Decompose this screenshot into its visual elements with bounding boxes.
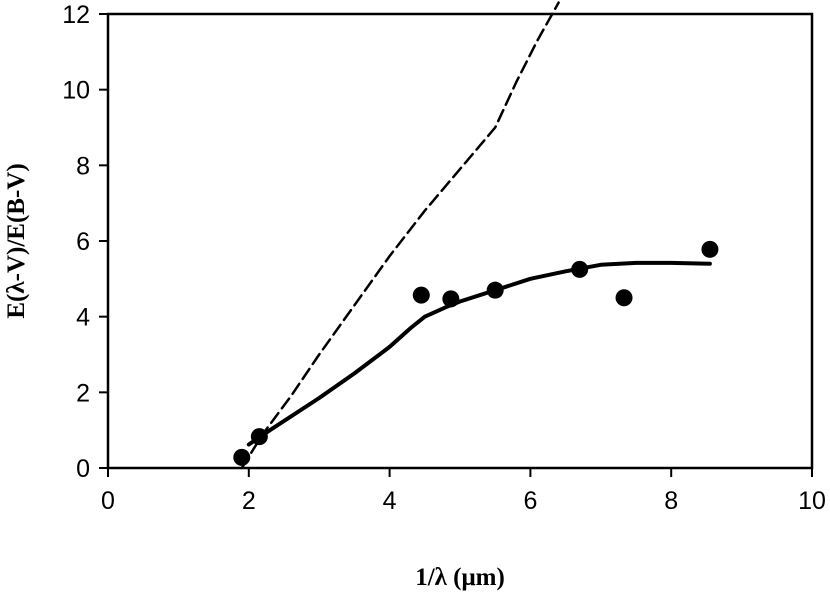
data-point (412, 286, 430, 304)
y-tick-label: 2 (76, 379, 90, 407)
y-tick-label: 12 (62, 1, 90, 29)
y-tick-label: 8 (76, 152, 90, 180)
x-tick-label: 4 (383, 487, 397, 515)
data-point (615, 289, 633, 307)
data-point (701, 240, 719, 258)
y-tick-label: 4 (76, 304, 90, 332)
dashed-curve (240, 1, 560, 470)
solid-curve (246, 260, 712, 447)
series-layer (233, 1, 719, 470)
y-axis-ticks: 0 2 4 6 8 10 12 (62, 1, 108, 483)
y-axis-title: E(λ-V)/E(B-V) (3, 163, 30, 318)
x-tick-label: 0 (101, 487, 115, 515)
y-tick-label: 6 (76, 228, 90, 256)
y-tick-label: 0 (76, 455, 90, 483)
y-tick-label: 10 (62, 77, 90, 105)
x-axis-ticks: 0 2 4 6 8 10 (101, 468, 826, 515)
x-tick-label: 6 (523, 487, 537, 515)
x-tick-label: 8 (664, 487, 678, 515)
plot-frame (106, 12, 814, 470)
x-tick-label: 10 (798, 487, 826, 515)
x-axis-title: 1/λ (μm) (415, 564, 505, 591)
x-tick-label: 2 (242, 487, 256, 515)
